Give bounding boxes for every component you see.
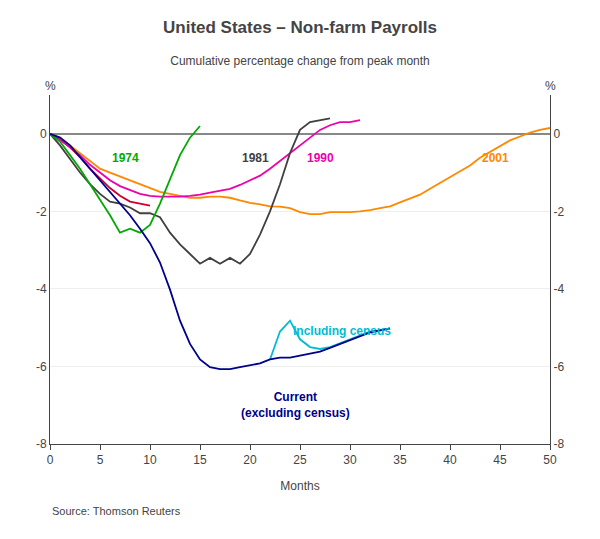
svg-text:2001: 2001	[482, 151, 509, 165]
svg-text:35: 35	[393, 453, 407, 467]
svg-text:1981: 1981	[242, 151, 269, 165]
svg-text:30: 30	[343, 453, 357, 467]
svg-text:Cumulative percentage change f: Cumulative percentage change from peak m…	[170, 54, 429, 68]
svg-text:Including census: Including census	[293, 324, 391, 338]
svg-text:-4: -4	[36, 282, 47, 296]
svg-text:15: 15	[193, 453, 207, 467]
svg-text:50: 50	[543, 453, 557, 467]
svg-text:25: 25	[293, 453, 307, 467]
svg-text:-8: -8	[553, 437, 564, 451]
svg-text:Source: Thomson Reuters: Source: Thomson Reuters	[52, 505, 181, 517]
svg-text:1974: 1974	[112, 151, 139, 165]
svg-text:%: %	[545, 79, 556, 93]
svg-text:Current(excluding census): Current(excluding census)	[241, 390, 350, 420]
svg-text:-4: -4	[553, 282, 564, 296]
svg-text:5: 5	[97, 453, 104, 467]
svg-text:United States – Non-farm Payro: United States – Non-farm Payrolls	[163, 18, 437, 37]
svg-text:40: 40	[443, 453, 457, 467]
svg-text:1990: 1990	[307, 151, 334, 165]
svg-text:-2: -2	[36, 205, 47, 219]
svg-text:10: 10	[143, 453, 157, 467]
svg-text:0: 0	[553, 127, 560, 141]
svg-text:-6: -6	[553, 360, 564, 374]
svg-text:%: %	[45, 79, 56, 93]
svg-text:-6: -6	[36, 360, 47, 374]
svg-text:0: 0	[47, 453, 54, 467]
svg-text:-2: -2	[553, 205, 564, 219]
svg-text:-8: -8	[36, 437, 47, 451]
svg-text:20: 20	[243, 453, 257, 467]
svg-text:Months: Months	[280, 479, 319, 493]
svg-text:45: 45	[493, 453, 507, 467]
svg-text:0: 0	[40, 127, 47, 141]
